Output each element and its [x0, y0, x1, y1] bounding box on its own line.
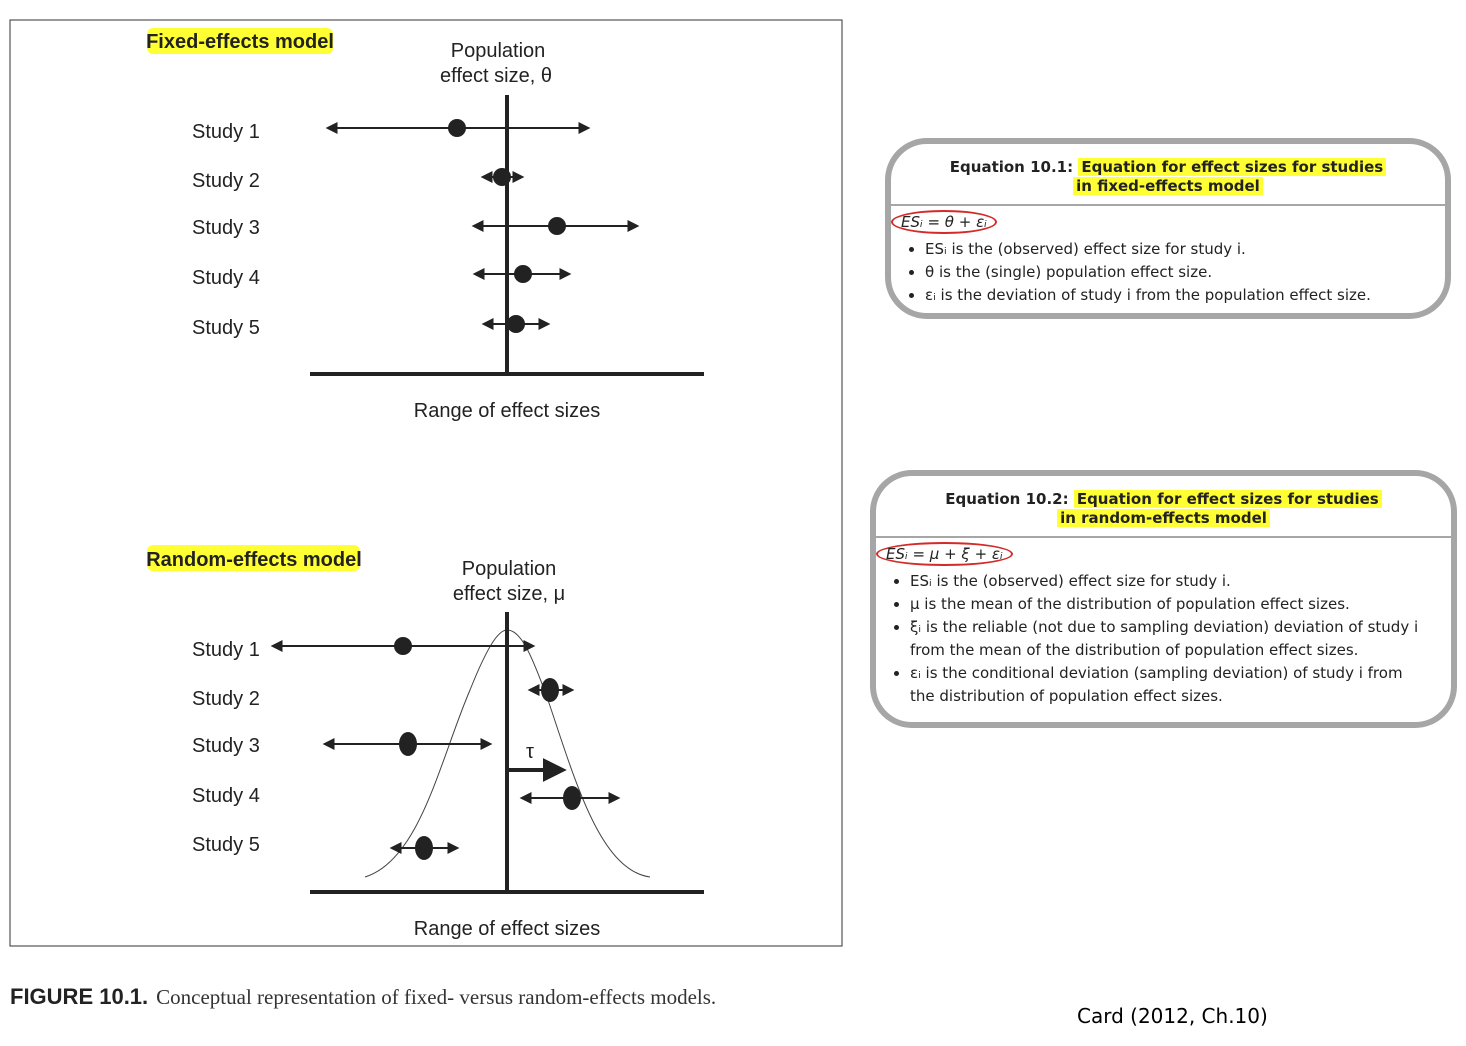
point	[415, 836, 433, 860]
point	[563, 786, 581, 810]
study-label: Study 4	[192, 785, 260, 807]
intervals	[325, 122, 640, 330]
equation-title: in random-effects model	[1057, 509, 1270, 527]
bullet: εᵢ is the deviation of study i from the …	[925, 284, 1445, 307]
bullet-list: ESᵢ is the (observed) effect size for st…	[891, 238, 1445, 307]
label-bg	[147, 545, 360, 571]
points	[448, 119, 566, 333]
study-label: Study 3	[192, 735, 260, 757]
equation-box: Equation 10.2: Equation for effect sizes…	[870, 470, 1457, 728]
formula: ESᵢ = θ + εᵢ	[891, 210, 997, 234]
population-label: Population	[462, 558, 557, 580]
study-label: Study 5	[192, 317, 260, 339]
equation-title: Equation for effect sizes for studies	[1078, 158, 1387, 176]
equation-title: Equation for effect sizes for studies	[1073, 490, 1382, 508]
equation-number: Equation 10.1:	[949, 158, 1074, 176]
study-label: Study 1	[192, 121, 260, 143]
point	[493, 168, 511, 186]
study-label: Study 2	[192, 170, 260, 192]
figure-frame	[9, 19, 843, 947]
axis-label: Range of effect sizes	[414, 400, 600, 422]
bullet: μ is the mean of the distribution of pop…	[910, 593, 1421, 616]
caption: FIGURE 10.1. Conceptual representation of…	[10, 984, 716, 1010]
label-bg	[147, 28, 333, 54]
study-label: Study 3	[192, 217, 260, 239]
bullet: εᵢ is the conditional deviation (samplin…	[910, 662, 1421, 708]
bullet: θ is the (single) population effect size…	[925, 261, 1445, 284]
equation-header: Equation 10.2: Equation for effect sizes…	[876, 476, 1451, 538]
point	[399, 732, 417, 756]
study-label: Study 2	[192, 688, 260, 710]
caption-number: FIGURE 10.1.	[10, 984, 149, 1009]
bullet: ESᵢ is the (observed) effect size for st…	[925, 238, 1445, 261]
point	[514, 265, 532, 283]
axis-label: Range of effect sizes	[414, 918, 600, 940]
panel-label: Fixed-effects model	[146, 31, 334, 53]
population-label: Population	[451, 40, 546, 62]
equation-title: in fixed-effects model	[1073, 177, 1263, 195]
equation-box: Equation 10.1: Equation for effect sizes…	[885, 138, 1451, 319]
point	[394, 637, 412, 655]
citation: Card (2012, Ch.10)	[1077, 1004, 1268, 1028]
intervals	[270, 640, 621, 854]
study-label: Study 4	[192, 267, 260, 289]
bullet-list: ESᵢ is the (observed) effect size for st…	[876, 570, 1451, 708]
point	[507, 315, 525, 333]
tau-label: τ	[526, 741, 534, 763]
equation-header: Equation 10.1: Equation for effect sizes…	[891, 144, 1445, 206]
population-label: effect size, θ	[440, 65, 552, 87]
study-label: Study 1	[192, 639, 260, 661]
population-label: effect size, μ	[453, 583, 565, 605]
points	[394, 637, 581, 860]
caption-text: Conceptual representation of fixed- vers…	[156, 985, 717, 1009]
figure: Fixed-effects model Population effect si…	[9, 19, 843, 947]
study-label: Study 5	[192, 834, 260, 856]
bullet: ξᵢ is the reliable (not due to sampling …	[910, 616, 1421, 662]
point	[448, 119, 466, 137]
point	[541, 678, 559, 702]
point	[548, 217, 566, 235]
equation-number: Equation 10.2:	[945, 490, 1069, 508]
formula: ESᵢ = μ + ξ + εᵢ	[876, 542, 1013, 566]
panel-label: Random-effects model	[146, 549, 362, 571]
bullet: ESᵢ is the (observed) effect size for st…	[910, 570, 1421, 593]
